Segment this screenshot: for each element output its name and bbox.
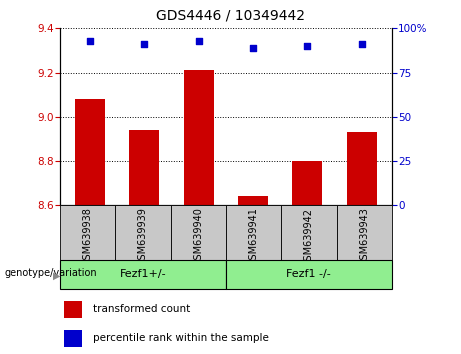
Text: percentile rank within the sample: percentile rank within the sample [93,333,269,343]
Point [86,38,94,44]
Bar [115,205,171,260]
Bar [130,130,160,205]
Bar [337,205,392,260]
Bar [347,132,377,205]
Bar [226,205,281,260]
Text: GSM639940: GSM639940 [193,207,203,267]
Bar [64,330,82,347]
Bar [292,161,322,205]
Text: Fezf1+/-: Fezf1+/- [119,269,166,279]
Text: GSM639941: GSM639941 [248,207,259,267]
Text: GSM639942: GSM639942 [304,207,314,267]
Point [304,43,311,49]
Bar [64,301,82,318]
Text: genotype/variation: genotype/variation [5,268,97,278]
Point [141,41,148,47]
Text: GDS4446 / 10349442: GDS4446 / 10349442 [156,9,305,23]
Point [249,45,257,51]
Bar [75,99,105,205]
Bar [60,205,115,260]
Bar [60,260,226,289]
Bar [238,196,268,205]
Text: GSM639939: GSM639939 [138,207,148,267]
Text: GSM639943: GSM639943 [359,207,369,267]
Text: transformed count: transformed count [93,304,190,314]
Bar [184,70,213,205]
Bar [226,260,392,289]
Point [195,38,202,44]
Bar [281,205,337,260]
Point [358,41,366,47]
Text: ▶: ▶ [53,270,60,280]
Text: Fezf1 -/-: Fezf1 -/- [286,269,331,279]
Bar [171,205,226,260]
Text: GSM639938: GSM639938 [83,207,93,267]
